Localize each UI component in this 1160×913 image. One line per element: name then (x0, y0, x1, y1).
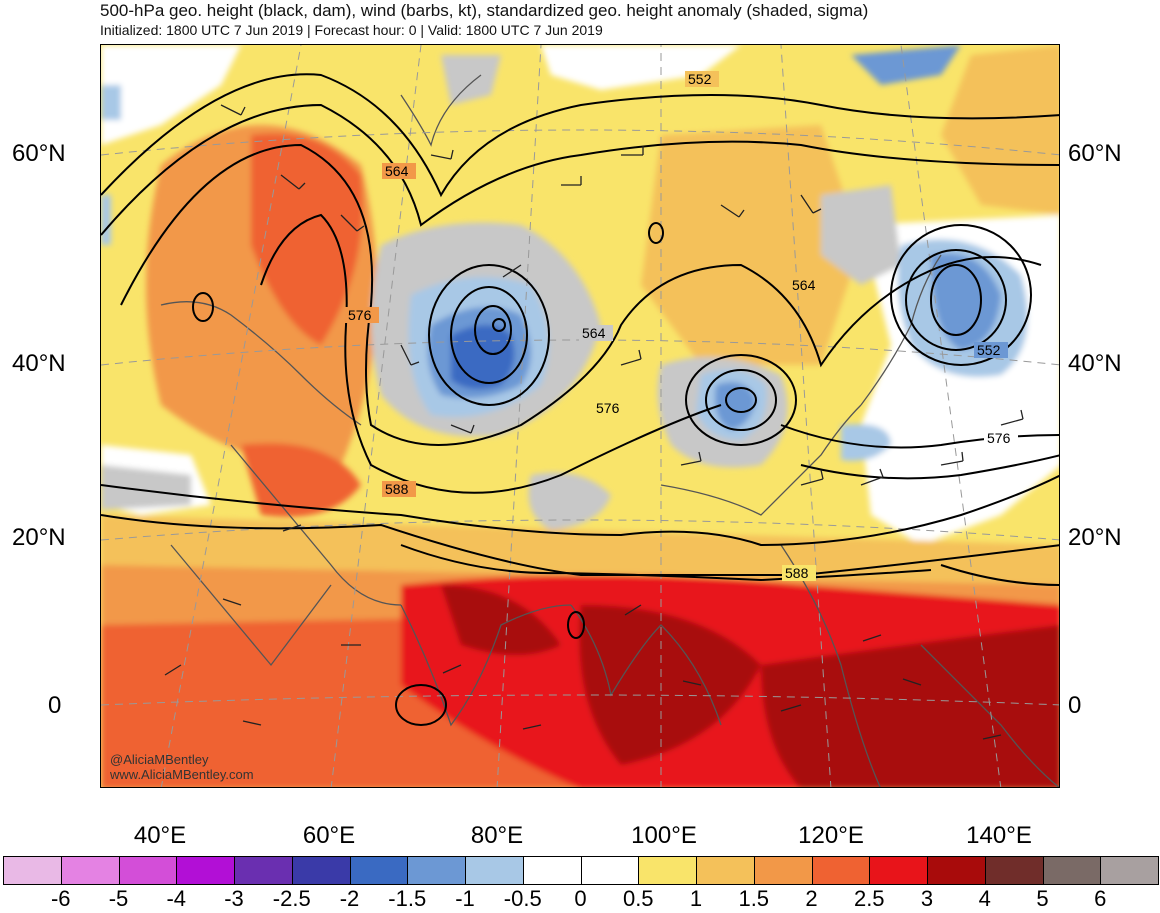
lon-label: 80°E (470, 822, 524, 849)
lat-label-right: 60°N (1068, 140, 1122, 167)
colorbar-label: 2.5 (853, 886, 885, 911)
map-canvas: 552 564 576 588 564 576 552 564 576 588 (101, 45, 1059, 787)
lat-label-right: 0 (1068, 692, 1082, 719)
lat-label-right: 20°N (1068, 524, 1122, 551)
colorbar-label: 2 (805, 886, 818, 911)
chart-subtitle: Initialized: 1800 UTC 7 Jun 2019 | Forec… (100, 22, 603, 38)
lat-label-left: 60°N (12, 140, 66, 167)
colorbar-label: -4 (166, 886, 187, 911)
colorbar-swatch (1100, 856, 1159, 885)
colorbar-swatch (811, 856, 871, 885)
contour-label: 588 (385, 481, 409, 497)
lon-label: 140°E (966, 822, 1032, 849)
colorbar-swatch (1042, 856, 1102, 885)
lon-label: 60°E (302, 822, 356, 849)
contour-label: 576 (987, 430, 1011, 446)
contour-label: 564 (792, 277, 816, 293)
contour-label: 576 (348, 307, 372, 323)
colorbar-label: -0.5 (503, 886, 542, 911)
colorbar-swatch (176, 856, 235, 885)
lat-label-right: 40°N (1068, 350, 1122, 377)
colorbar-swatch (465, 856, 524, 885)
colorbar-swatch (407, 856, 466, 885)
colorbar-label: 1 (689, 886, 703, 911)
colorbar-swatch (869, 856, 928, 885)
colorbar-label: -6 (50, 886, 71, 911)
colorbar-swatch (3, 856, 62, 885)
contour-label: 564 (385, 163, 409, 179)
colorbar-label: -3 (224, 886, 244, 911)
colorbar-label: -5 (108, 886, 129, 911)
credit-handle: @AliciaMBentley (110, 752, 209, 767)
contour-label-group: 552 564 576 588 564 576 552 564 576 588 (345, 71, 1018, 581)
lat-label-left: 0 (48, 692, 62, 719)
lon-label: 120°E (798, 822, 864, 849)
colorbar-label: 0.5 (622, 886, 654, 911)
colorbar-label: 3 (920, 886, 934, 911)
colorbar-label: -2 (339, 886, 360, 911)
contour-label: 552 (977, 342, 1001, 358)
colorbar-swatch (60, 856, 120, 885)
colorbar-label: 0 (574, 886, 587, 911)
wind-barbs (164, 104, 1024, 740)
colorbar-label: -1.5 (388, 886, 427, 911)
anomaly-shading (101, 45, 1059, 787)
colorbar-swatch (580, 856, 640, 885)
colorbar-swatch (118, 856, 178, 885)
colorbar-label: 1.5 (738, 886, 770, 911)
colorbar-swatch (638, 856, 697, 885)
lat-label-left: 20°N (12, 524, 66, 551)
colorbar-swatch (234, 856, 293, 885)
lon-label: 40°E (133, 822, 187, 849)
height-contours (101, 73, 1059, 726)
contour-label: 552 (688, 71, 712, 87)
colorbar-swatch (291, 856, 351, 885)
coastlines (160, 74, 1059, 787)
colorbar-swatch (984, 856, 1044, 885)
lat-label-left: 40°N (12, 350, 66, 377)
colorbar-swatch (349, 856, 409, 885)
contour-label: 588 (785, 565, 809, 581)
colorbar-swatch (753, 856, 813, 885)
colorbar-label: 5 (1036, 886, 1049, 911)
colorbar-swatch (696, 856, 755, 885)
colorbar-label: -1 (455, 886, 475, 911)
lon-label: 100°E (631, 822, 697, 849)
map-panel: 552 564 576 588 564 576 552 564 576 588 (100, 44, 1060, 788)
colorbar-label: 6 (1094, 886, 1107, 911)
chart-title: 500-hPa geo. height (black, dam), wind (… (100, 1, 869, 20)
contour-label: 576 (596, 400, 620, 416)
colorbar-swatch (522, 856, 582, 885)
colorbar-label: 4 (978, 886, 991, 911)
credit-website: www.AliciaMBentley.com (110, 767, 254, 782)
contour-label: 564 (582, 325, 606, 341)
colorbar-label: -2.5 (272, 886, 311, 911)
colorbar-swatch (927, 856, 986, 885)
